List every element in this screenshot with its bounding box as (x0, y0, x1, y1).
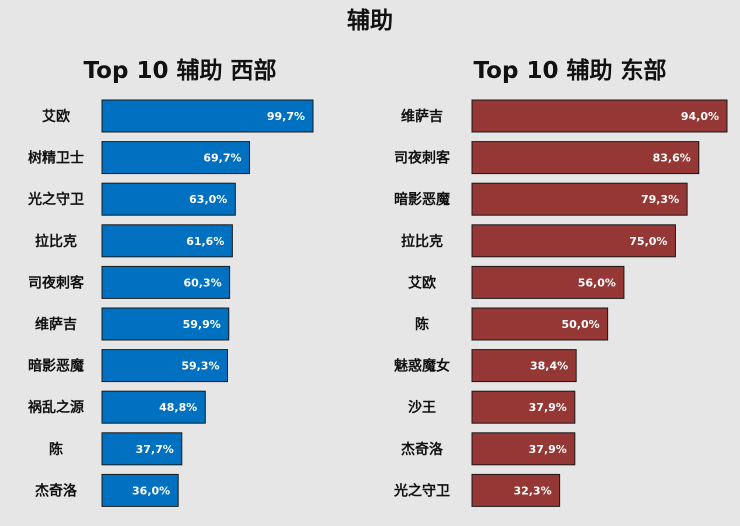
west-value-label: 63,0% (189, 193, 227, 206)
west-category-label: 陈 (49, 441, 63, 458)
east-category-label: 暗影恶魔 (394, 191, 451, 208)
east-bar (471, 265, 625, 299)
east-category-label: 杰奇洛 (401, 441, 444, 458)
west-bar (101, 182, 236, 216)
east-bar-chart: 维萨吉 94,0% 司夜刺客 83,6% 暗影恶魔 79,3% 拉比克 75,0% 艾欧 56,0… (393, 99, 728, 507)
west-bar (101, 141, 251, 175)
east-value-label: 37,9% (529, 443, 567, 456)
east-bar (471, 390, 576, 424)
west-category-label: 暗影恶魔 (28, 358, 85, 375)
east-bar (471, 141, 700, 175)
west-value-label: 59,3% (181, 360, 219, 373)
west-category-label: 树精卫士 (28, 150, 84, 167)
east-bar (471, 307, 609, 341)
east-category-label: 拉比克 (401, 233, 443, 250)
west-bar (101, 390, 206, 424)
west-value-label: 61,6% (186, 235, 224, 248)
west-value-label: 69,7% (203, 152, 241, 165)
west-category-label: 艾欧 (42, 108, 70, 125)
east-value-label: 75,0% (629, 235, 667, 248)
west-bar (101, 473, 179, 507)
east-category-label: 艾欧 (408, 274, 436, 291)
west-category-label: 司夜刺客 (28, 274, 85, 291)
west-panel-title: Top 10 辅助 西部 (84, 57, 277, 84)
main-title: 辅助 (347, 7, 393, 34)
west-category-label: 光之守卫 (27, 191, 84, 208)
east-category-label: 陈 (415, 316, 429, 333)
east-value-label: 37,9% (529, 401, 567, 414)
west-bar (101, 224, 233, 258)
west-category-label: 杰奇洛 (35, 482, 78, 499)
west-bar (101, 99, 314, 133)
east-bar (471, 182, 688, 216)
east-category-label: 司夜刺客 (394, 150, 451, 167)
west-bar (101, 265, 231, 299)
east-category-label: 沙王 (408, 400, 436, 416)
west-value-label: 59,9% (183, 318, 221, 331)
east-panel-title: Top 10 辅助 东部 (474, 57, 667, 84)
east-value-label: 50,0% (561, 318, 599, 331)
west-bar-chart: 艾欧 99,7% 树精卫士 69,7% 光之守卫 63,0% 拉比克 61,6% 司夜刺客 60,… (27, 99, 314, 507)
east-bar (471, 224, 676, 258)
east-bar (471, 432, 576, 466)
east-value-label: 79,3% (641, 193, 679, 206)
east-value-label: 83,6% (653, 152, 691, 165)
west-value-label: 36,0% (132, 484, 170, 497)
west-value-label: 37,7% (136, 443, 174, 456)
west-value-label: 99,7% (267, 110, 305, 123)
west-value-label: 48,8% (159, 401, 197, 414)
west-category-label: 维萨吉 (35, 316, 77, 333)
west-bar (101, 349, 228, 383)
west-bar (101, 307, 230, 341)
east-value-label: 94,0% (681, 110, 719, 123)
east-category-label: 光之守卫 (393, 482, 450, 499)
east-value-label: 38,4% (530, 360, 568, 373)
east-category-label: 维萨吉 (401, 108, 443, 125)
east-category-label: 魅惑魔女 (394, 358, 450, 375)
west-bar (101, 432, 183, 466)
west-value-label: 60,3% (183, 276, 221, 289)
east-value-label: 56,0% (578, 276, 616, 289)
west-category-label: 祸乱之源 (28, 399, 84, 416)
east-value-label: 32,3% (513, 484, 551, 497)
west-category-label: 拉比克 (35, 233, 77, 250)
east-bar (471, 473, 561, 507)
east-bar (471, 349, 577, 383)
east-bar (471, 99, 728, 133)
